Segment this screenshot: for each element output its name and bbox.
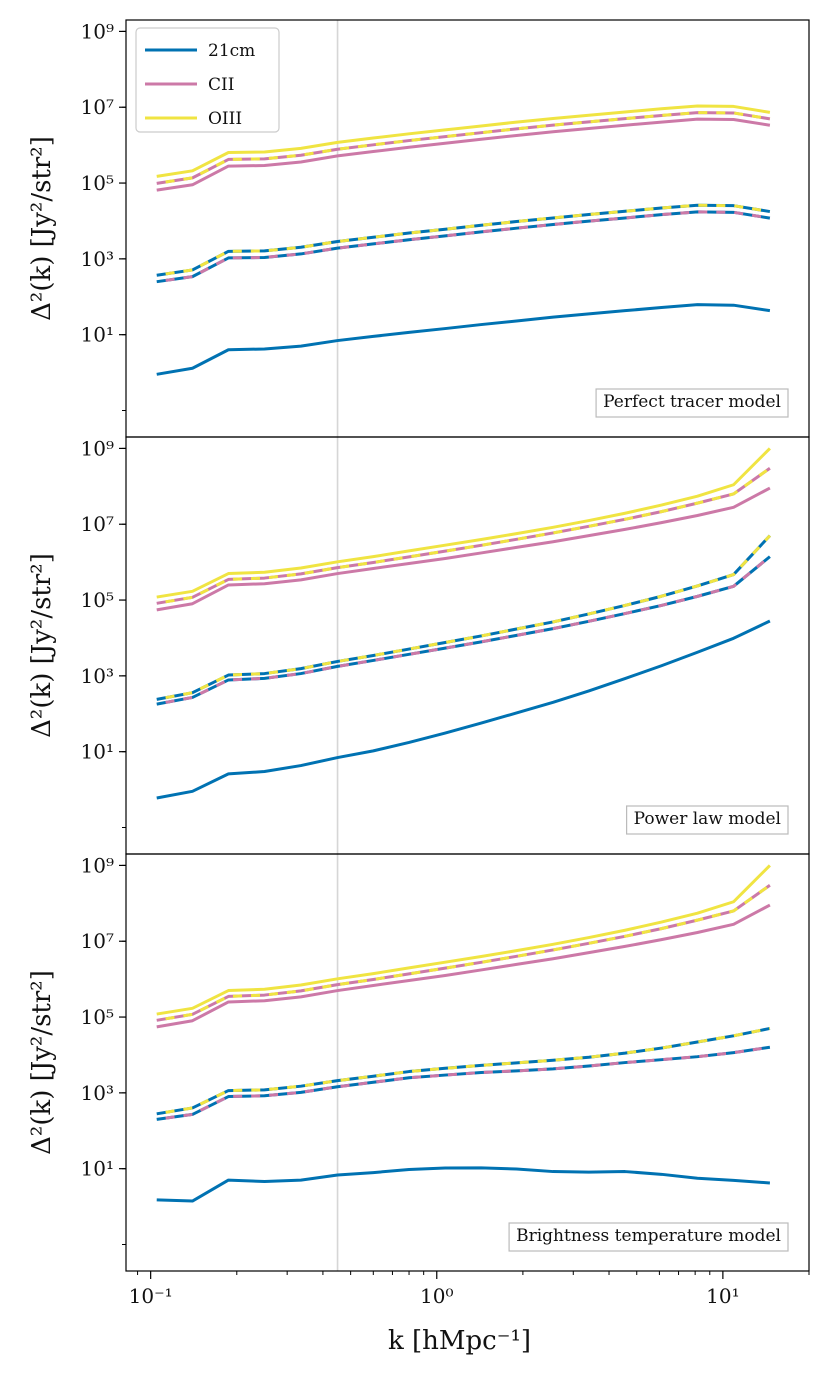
series-line-21cm-x-cii-dash [156, 1045, 771, 1121]
y-tick-label: 10⁵ [81, 588, 114, 612]
series-line-21cm-x-cii-base [156, 210, 771, 284]
x-tick-label: 10⁰ [420, 1284, 453, 1308]
y-tick-label: 10⁹ [81, 853, 114, 877]
series-line-cii-x-oiii-dash [156, 884, 771, 1022]
series-line-cii-x-oiii-dash [156, 111, 771, 185]
series-line-21cm [156, 619, 771, 800]
x-axis-title: k [hMpc⁻¹] [388, 1326, 531, 1356]
panel-annotation: Brightness temperature model [508, 1222, 789, 1252]
panel-series [156, 447, 771, 800]
legend-label-21cm: 21cm [208, 41, 255, 61]
y-tick-label: 10³ [81, 1081, 114, 1105]
y-tick-label: 10¹ [81, 323, 114, 347]
series-line-21cm-x-oiii-dash [156, 534, 771, 701]
series-line-21cm-x-cii-base [156, 1045, 771, 1121]
y-axis-title: Δ²(k) [Jy²/str²] [27, 136, 57, 321]
series-line-21cm-x-oiii-dash [156, 1026, 771, 1116]
panel-annotation: Power law model [626, 805, 789, 835]
y-tick-label: 10⁹ [81, 436, 114, 460]
legend-label-oiii: OIII [208, 109, 242, 129]
series-line-oiii [156, 447, 771, 599]
annotation-box [595, 388, 789, 418]
series-line-21cm [156, 1166, 771, 1203]
series-line-21cm-x-oiii-base [156, 534, 771, 701]
series-line-cii [156, 486, 771, 612]
series-line-21cm-x-oiii-base [156, 1026, 771, 1116]
y-tick-label: 10¹ [81, 1157, 114, 1181]
y-tick-label: 10³ [81, 247, 114, 271]
y-axis-title: Δ²(k) [Jy²/str²] [27, 553, 57, 738]
series-line-21cm [156, 303, 771, 376]
series-line-oiii [156, 864, 771, 1016]
series-line-21cm-x-cii-dash [156, 555, 771, 706]
legend-label-cii: CII [208, 75, 234, 95]
x-tick-label: 10⁻¹ [129, 1284, 173, 1308]
y-tick-label: 10⁷ [81, 95, 114, 119]
panel-frame [125, 853, 810, 1272]
panel-3: 10¹ 10³ 10⁵ 10⁷ 10⁹ Δ²(k) [Jy²/str²] Brightnes… [27, 853, 810, 1272]
y-tick-label: 10⁵ [81, 171, 114, 195]
series-line-21cm-x-oiii-dash [156, 203, 771, 277]
annotation-box [626, 805, 789, 835]
series-line-21cm-x-cii-dash [156, 210, 771, 284]
y-tick-label: 10⁷ [81, 512, 114, 536]
y-tick-label: 10⁵ [81, 1005, 114, 1029]
panel-series [156, 864, 771, 1203]
series-line-oiii [156, 104, 771, 178]
annotation-text: Brightness temperature model [516, 1226, 781, 1246]
panel-series [156, 104, 771, 376]
series-line-cii [156, 117, 771, 192]
legend: 21cm CII OIII [135, 27, 280, 133]
series-line-cii-x-oiii-dash [156, 467, 771, 605]
y-tick-label: 10⁹ [81, 19, 114, 43]
panel-annotation: Perfect tracer model [595, 388, 789, 418]
y-tick-label: 10⁷ [81, 929, 114, 953]
annotation-box [508, 1222, 789, 1252]
y-tick-label: 10³ [81, 664, 114, 688]
series-line-cii [156, 903, 771, 1029]
series-line-21cm-x-oiii-base [156, 203, 771, 277]
legend-box [135, 27, 280, 133]
x-axis: 10⁻¹ 10⁰ 10¹ k [hMpc⁻¹] [129, 1271, 810, 1356]
y-axis-title: Δ²(k) [Jy²/str²] [27, 970, 57, 1155]
annotation-text: Power law model [634, 809, 781, 829]
y-tick-label: 10¹ [81, 740, 114, 764]
panel-2: 10¹ 10³ 10⁵ 10⁷ 10⁹ Δ²(k) [Jy²/str²] Power law… [27, 436, 810, 855]
annotation-text: Perfect tracer model [603, 392, 781, 412]
x-tick-label: 10¹ [706, 1284, 739, 1308]
